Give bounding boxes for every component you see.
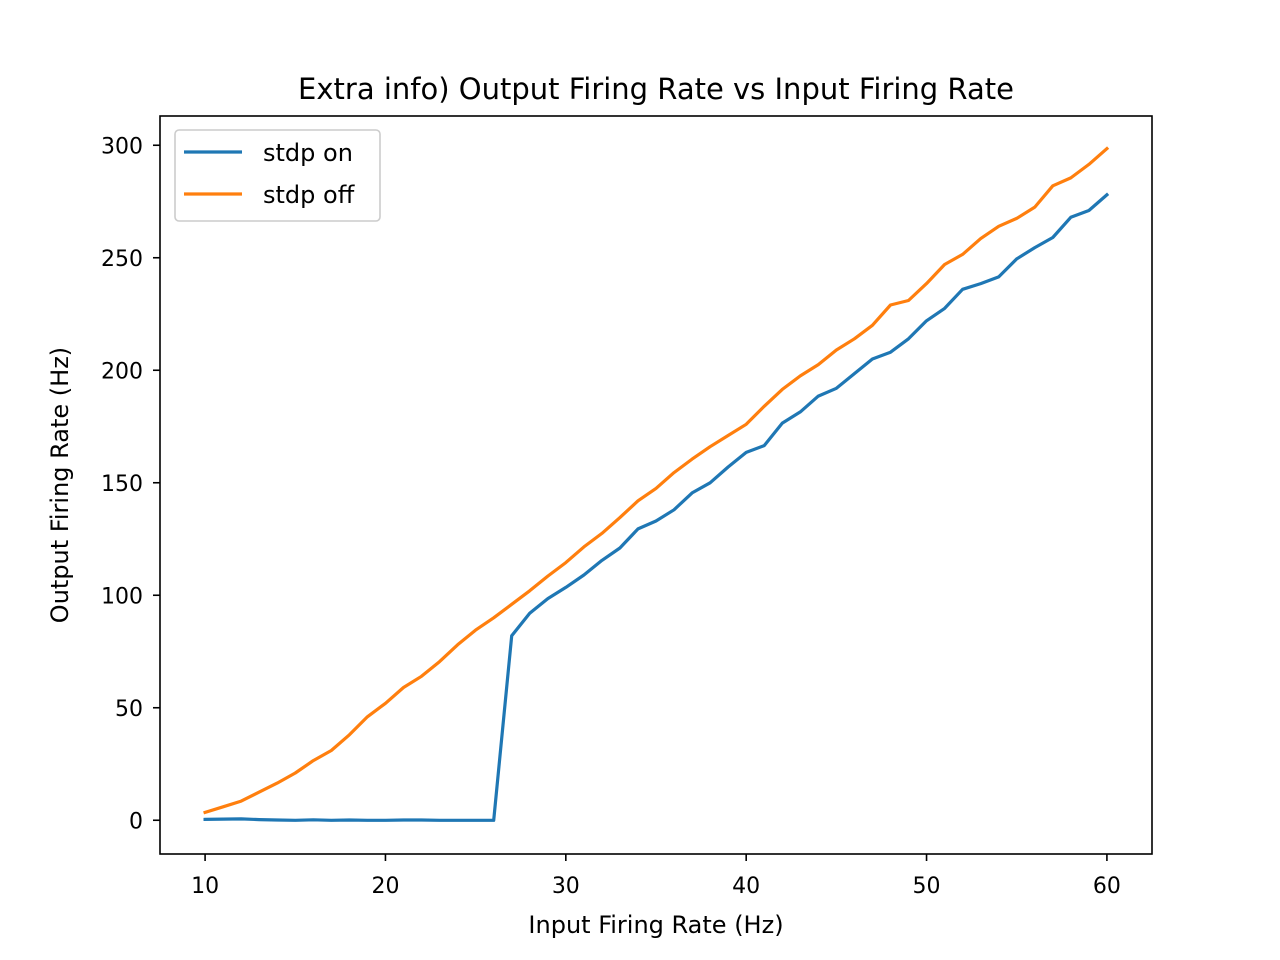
y-tick-label: 0 bbox=[129, 809, 143, 834]
y-axis-label: Output Firing Rate (Hz) bbox=[46, 347, 74, 623]
x-axis: 10 20 30 40 50 60 bbox=[191, 854, 1121, 899]
x-tick-label: 40 bbox=[732, 874, 760, 899]
y-tick-label: 150 bbox=[101, 472, 143, 497]
x-tick-label: 20 bbox=[371, 874, 399, 899]
y-axis: 0 50 100 150 200 250 300 bbox=[101, 134, 160, 834]
y-tick-label: 100 bbox=[101, 584, 143, 609]
chart-title: Extra info) Output Firing Rate vs Input … bbox=[298, 72, 1014, 106]
y-tick-label: 50 bbox=[115, 697, 143, 722]
x-tick-label: 60 bbox=[1093, 874, 1121, 899]
y-tick-label: 200 bbox=[101, 359, 143, 384]
x-axis-label: Input Firing Rate (Hz) bbox=[528, 911, 783, 939]
legend: stdp on stdp off bbox=[174, 129, 381, 222]
legend-label-stdp-on: stdp on bbox=[263, 139, 353, 167]
x-tick-label: 10 bbox=[191, 874, 219, 899]
plot-area bbox=[203, 146, 1110, 822]
plot-frame bbox=[159, 115, 1153, 855]
x-tick-label: 50 bbox=[913, 874, 941, 899]
x-tick-label: 30 bbox=[552, 874, 580, 899]
legend-label-stdp-off: stdp off bbox=[263, 181, 355, 209]
series-line-stdp-on bbox=[203, 192, 1110, 822]
y-tick-label: 300 bbox=[101, 134, 143, 159]
y-tick-label: 250 bbox=[101, 247, 143, 272]
series-line-stdp-off bbox=[203, 146, 1110, 815]
